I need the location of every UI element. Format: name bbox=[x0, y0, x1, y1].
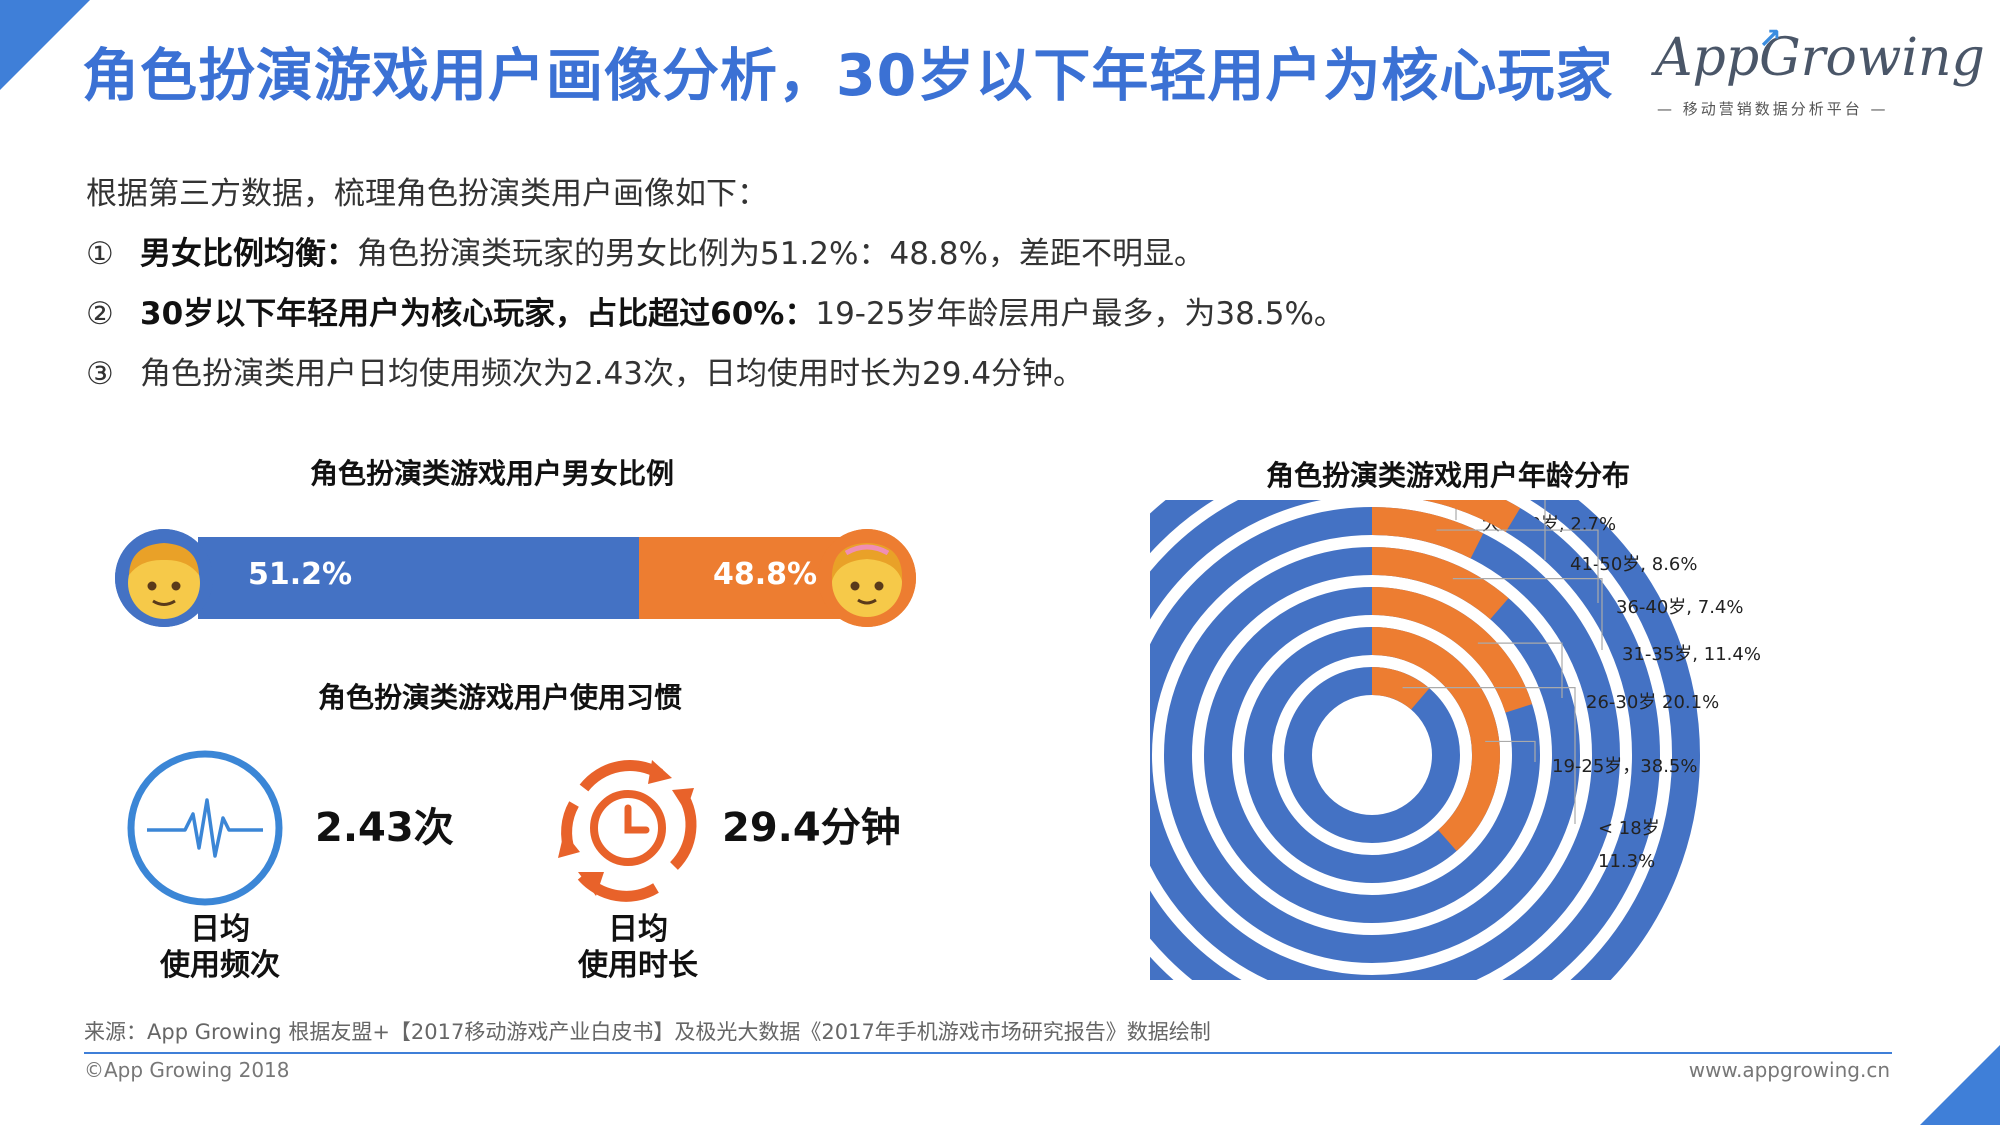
age-leader-line-41-50 bbox=[1544, 500, 1546, 560]
age-label-31-35: 31-35岁, 11.4% bbox=[1622, 644, 1761, 665]
duration-label-line1: 日均 bbox=[608, 912, 668, 947]
frequency-label-line1: 日均 bbox=[190, 912, 250, 947]
age-leader-line-26-30 bbox=[1477, 642, 1563, 698]
age-ring-18 bbox=[1284, 667, 1460, 843]
clock-cycle-icon bbox=[558, 760, 697, 902]
point-bold: 30岁以下年轻用户为核心玩家，占比超过60%： bbox=[140, 296, 816, 332]
age-ring-50 bbox=[1150, 500, 1700, 980]
age-label-36-40: 36-40岁, 7.4% bbox=[1616, 597, 1743, 618]
age-label-26-30: 26-30岁 20.1% bbox=[1586, 692, 1719, 713]
point-text: 19-25岁年龄层用户最多，为38.5%。 bbox=[815, 296, 1345, 332]
duration-label: 日均 使用时长 bbox=[568, 912, 708, 984]
app-growing-logo[interactable]: AppGrowing ↗ — 移动营销数据分析平台 — bbox=[1655, 22, 1985, 123]
age-distribution-chart: 大于50岁, 2.7%41-50岁, 8.6%36-40岁, 7.4%31-35… bbox=[1150, 500, 1761, 980]
age-label-line2-18: 11.3% bbox=[1598, 851, 1655, 872]
point-text: 角色扮演类用户日均使用频次为2.43次，日均使用时长为29.4分钟。 bbox=[140, 356, 1085, 392]
age-chart-title: 角色扮演类游戏用户年龄分布 bbox=[1266, 459, 1631, 492]
corner-decoration-bottom-right bbox=[1920, 1045, 2000, 1125]
summary-point-2: ② 30岁以下年轻用户为核心玩家，占比超过60%：19-25岁年龄层用户最多，为3… bbox=[86, 288, 1345, 333]
age-label-41-50: 41-50岁, 8.6% bbox=[1570, 554, 1697, 575]
summary-intro: 根据第三方数据，梳理角色扮演类用户画像如下： bbox=[86, 176, 768, 212]
duration-value: 29.4分钟 bbox=[722, 805, 901, 851]
footer-divider bbox=[84, 1052, 1892, 1054]
male-bar bbox=[198, 537, 639, 619]
age-label-19-25: 19-25岁，38.5% bbox=[1552, 756, 1698, 777]
male-percent: 51.2% bbox=[248, 557, 353, 592]
logo-wordmark: AppGrowing bbox=[1655, 28, 1985, 88]
frequency-label: 日均 使用频次 bbox=[160, 912, 280, 984]
age-slice-31-35 bbox=[1371, 547, 1509, 620]
website-link[interactable]: www.appgrowing.cn bbox=[1688, 1058, 1890, 1082]
age-label-18: < 18岁 bbox=[1598, 818, 1660, 839]
age-slice-36-40 bbox=[1371, 507, 1484, 559]
age-leader-line-19-25 bbox=[1485, 740, 1536, 762]
gender-chart-title: 角色扮演类游戏用户男女比例 bbox=[310, 457, 675, 490]
habits-title: 角色扮演类游戏用户使用习惯 bbox=[318, 681, 683, 714]
age-slice-26-30 bbox=[1371, 587, 1533, 713]
point-number: ② bbox=[86, 296, 114, 332]
point-number: ① bbox=[86, 236, 114, 272]
point-text: 角色扮演类玩家的男女比例为51.2%：48.8%，差距不明显。 bbox=[357, 236, 1205, 272]
heartbeat-icon bbox=[127, 750, 283, 906]
logo-subtitle: — 移动营销数据分析平台 — bbox=[1657, 100, 1889, 118]
point-bold: 男女比例均衡： bbox=[140, 236, 357, 272]
age-ring-31-35 bbox=[1164, 547, 1580, 963]
frequency-label-line2: 使用频次 bbox=[160, 948, 280, 983]
summary-point-1: ① 男女比例均衡：角色扮演类玩家的男女比例为51.2%：48.8%，差距不明显。 bbox=[86, 228, 1205, 273]
age-ring-41-50 bbox=[1150, 500, 1660, 980]
summary-point-3: ③ 角色扮演类用户日均使用频次为2.43次，日均使用时长为29.4分钟。 bbox=[86, 348, 1084, 393]
frequency-value: 2.43次 bbox=[315, 805, 454, 851]
age-slice-18 bbox=[1371, 667, 1430, 710]
gender-ratio-bar: 51.2% 48.8% bbox=[115, 529, 916, 627]
female-avatar-icon bbox=[818, 529, 916, 627]
page-title: 角色扮演游戏用户画像分析，30岁以下年轻用户为核心玩家 bbox=[82, 43, 1614, 109]
point-number: ③ bbox=[86, 356, 114, 392]
age-leader-line-18 bbox=[1402, 687, 1576, 824]
copyright: ©App Growing 2018 bbox=[84, 1058, 290, 1082]
source-note: 来源：App Growing 根据友盟+【2017移动游戏产业白皮书】及极光大数… bbox=[84, 1020, 1211, 1044]
age-leader-line-31-35 bbox=[1452, 578, 1603, 650]
corner-decoration-top-left bbox=[0, 0, 90, 90]
age-slice-19-25 bbox=[1371, 627, 1500, 852]
duration-label-line2: 使用时长 bbox=[578, 948, 698, 983]
female-percent: 48.8% bbox=[713, 557, 818, 592]
age-slice-41-50 bbox=[1422, 500, 1521, 533]
logo-arrow-icon: ↗ bbox=[1758, 22, 1782, 55]
male-avatar-icon bbox=[115, 529, 213, 627]
